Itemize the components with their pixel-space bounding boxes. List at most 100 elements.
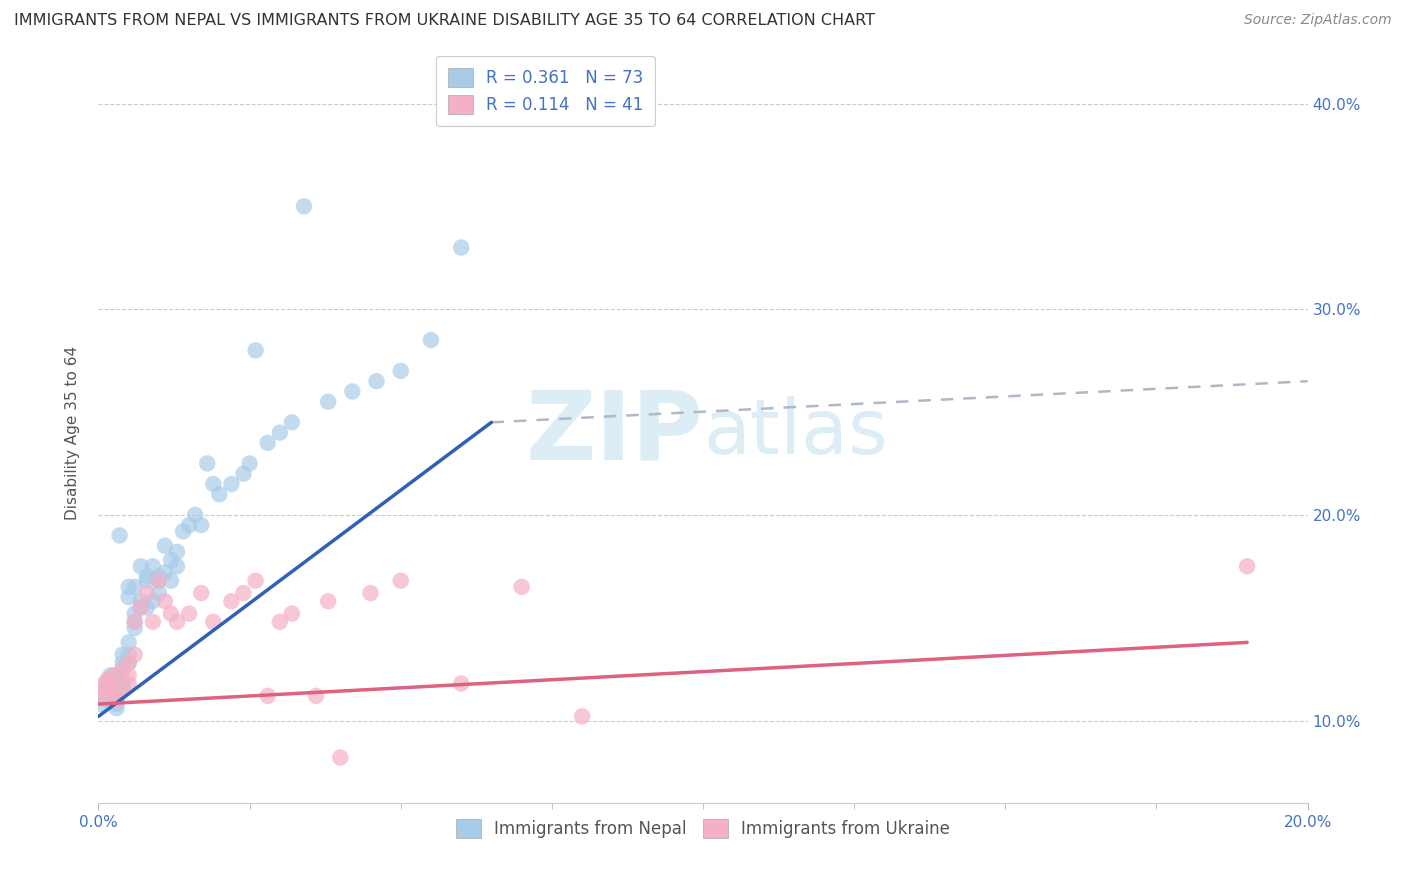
Point [103,673,125,687]
Point [281,607,304,621]
Point [105,676,128,690]
Point [111,662,134,676]
Point [389,364,412,378]
Point [103,668,125,682]
Point [292,199,315,213]
Point [118,656,141,670]
Point [190,518,212,533]
Point [202,477,225,491]
Point [135,600,157,615]
Point [148,574,170,588]
Point [129,600,152,615]
Point [160,574,183,588]
Point [118,668,141,682]
Point [148,574,170,588]
Point [96,673,118,687]
Text: atlas: atlas [703,396,887,469]
Point [100,676,122,690]
Point [420,333,443,347]
Point [105,693,128,707]
Point [103,682,125,697]
Point [221,594,243,608]
Point [124,615,146,629]
Point [118,590,141,604]
Point [135,569,157,583]
Point [124,621,146,635]
Point [166,615,188,629]
Point [221,477,243,491]
Point [124,580,146,594]
Point [160,607,183,621]
Point [118,676,141,690]
Point [172,524,194,539]
Point [96,693,118,707]
Point [316,594,339,608]
Point [571,709,593,723]
Point [93,676,115,690]
Point [179,518,201,533]
Point [100,689,122,703]
Point [256,436,278,450]
Point [108,528,131,542]
Point [160,553,183,567]
Point [281,415,304,429]
Point [329,750,352,764]
Point [118,580,141,594]
Point [111,648,134,662]
Point [105,689,128,703]
Point [96,676,118,690]
Point [202,615,225,629]
Point [124,607,146,621]
Point [1236,559,1258,574]
Point [105,697,128,711]
Point [450,676,472,690]
Point [342,384,364,399]
Point [450,240,472,255]
Point [105,681,128,695]
Point [316,394,339,409]
Point [232,467,254,481]
Text: Source: ZipAtlas.com: Source: ZipAtlas.com [1244,13,1392,28]
Point [239,457,262,471]
Point [208,487,231,501]
Point [195,457,218,471]
Point [93,682,115,697]
Point [142,615,165,629]
Point [184,508,207,522]
Point [111,682,134,697]
Point [179,607,201,621]
Point [105,701,128,715]
Point [269,615,291,629]
Point [100,676,122,690]
Point [142,559,165,574]
Point [166,545,188,559]
Point [135,574,157,588]
Point [111,676,134,690]
Point [153,594,176,608]
Legend: Immigrants from Nepal, Immigrants from Ukraine: Immigrants from Nepal, Immigrants from U… [447,810,959,847]
Point [135,586,157,600]
Point [90,689,112,703]
Point [111,681,134,695]
Point [129,559,152,574]
Point [153,566,176,580]
Text: IMMIGRANTS FROM NEPAL VS IMMIGRANTS FROM UKRAINE DISABILITY AGE 35 TO 64 CORRELA: IMMIGRANTS FROM NEPAL VS IMMIGRANTS FROM… [14,13,875,29]
Point [245,343,267,358]
Point [148,586,170,600]
Point [153,539,176,553]
Point [389,574,412,588]
Point [360,586,382,600]
Text: ZIP: ZIP [524,386,703,479]
Point [148,569,170,583]
Point [100,682,122,697]
Point [166,559,188,574]
Point [366,374,388,388]
Point [129,600,152,615]
Point [129,594,152,608]
Point [118,635,141,649]
Point [232,586,254,600]
Point [100,668,122,682]
Point [124,615,146,629]
Point [142,594,165,608]
Point [305,689,328,703]
